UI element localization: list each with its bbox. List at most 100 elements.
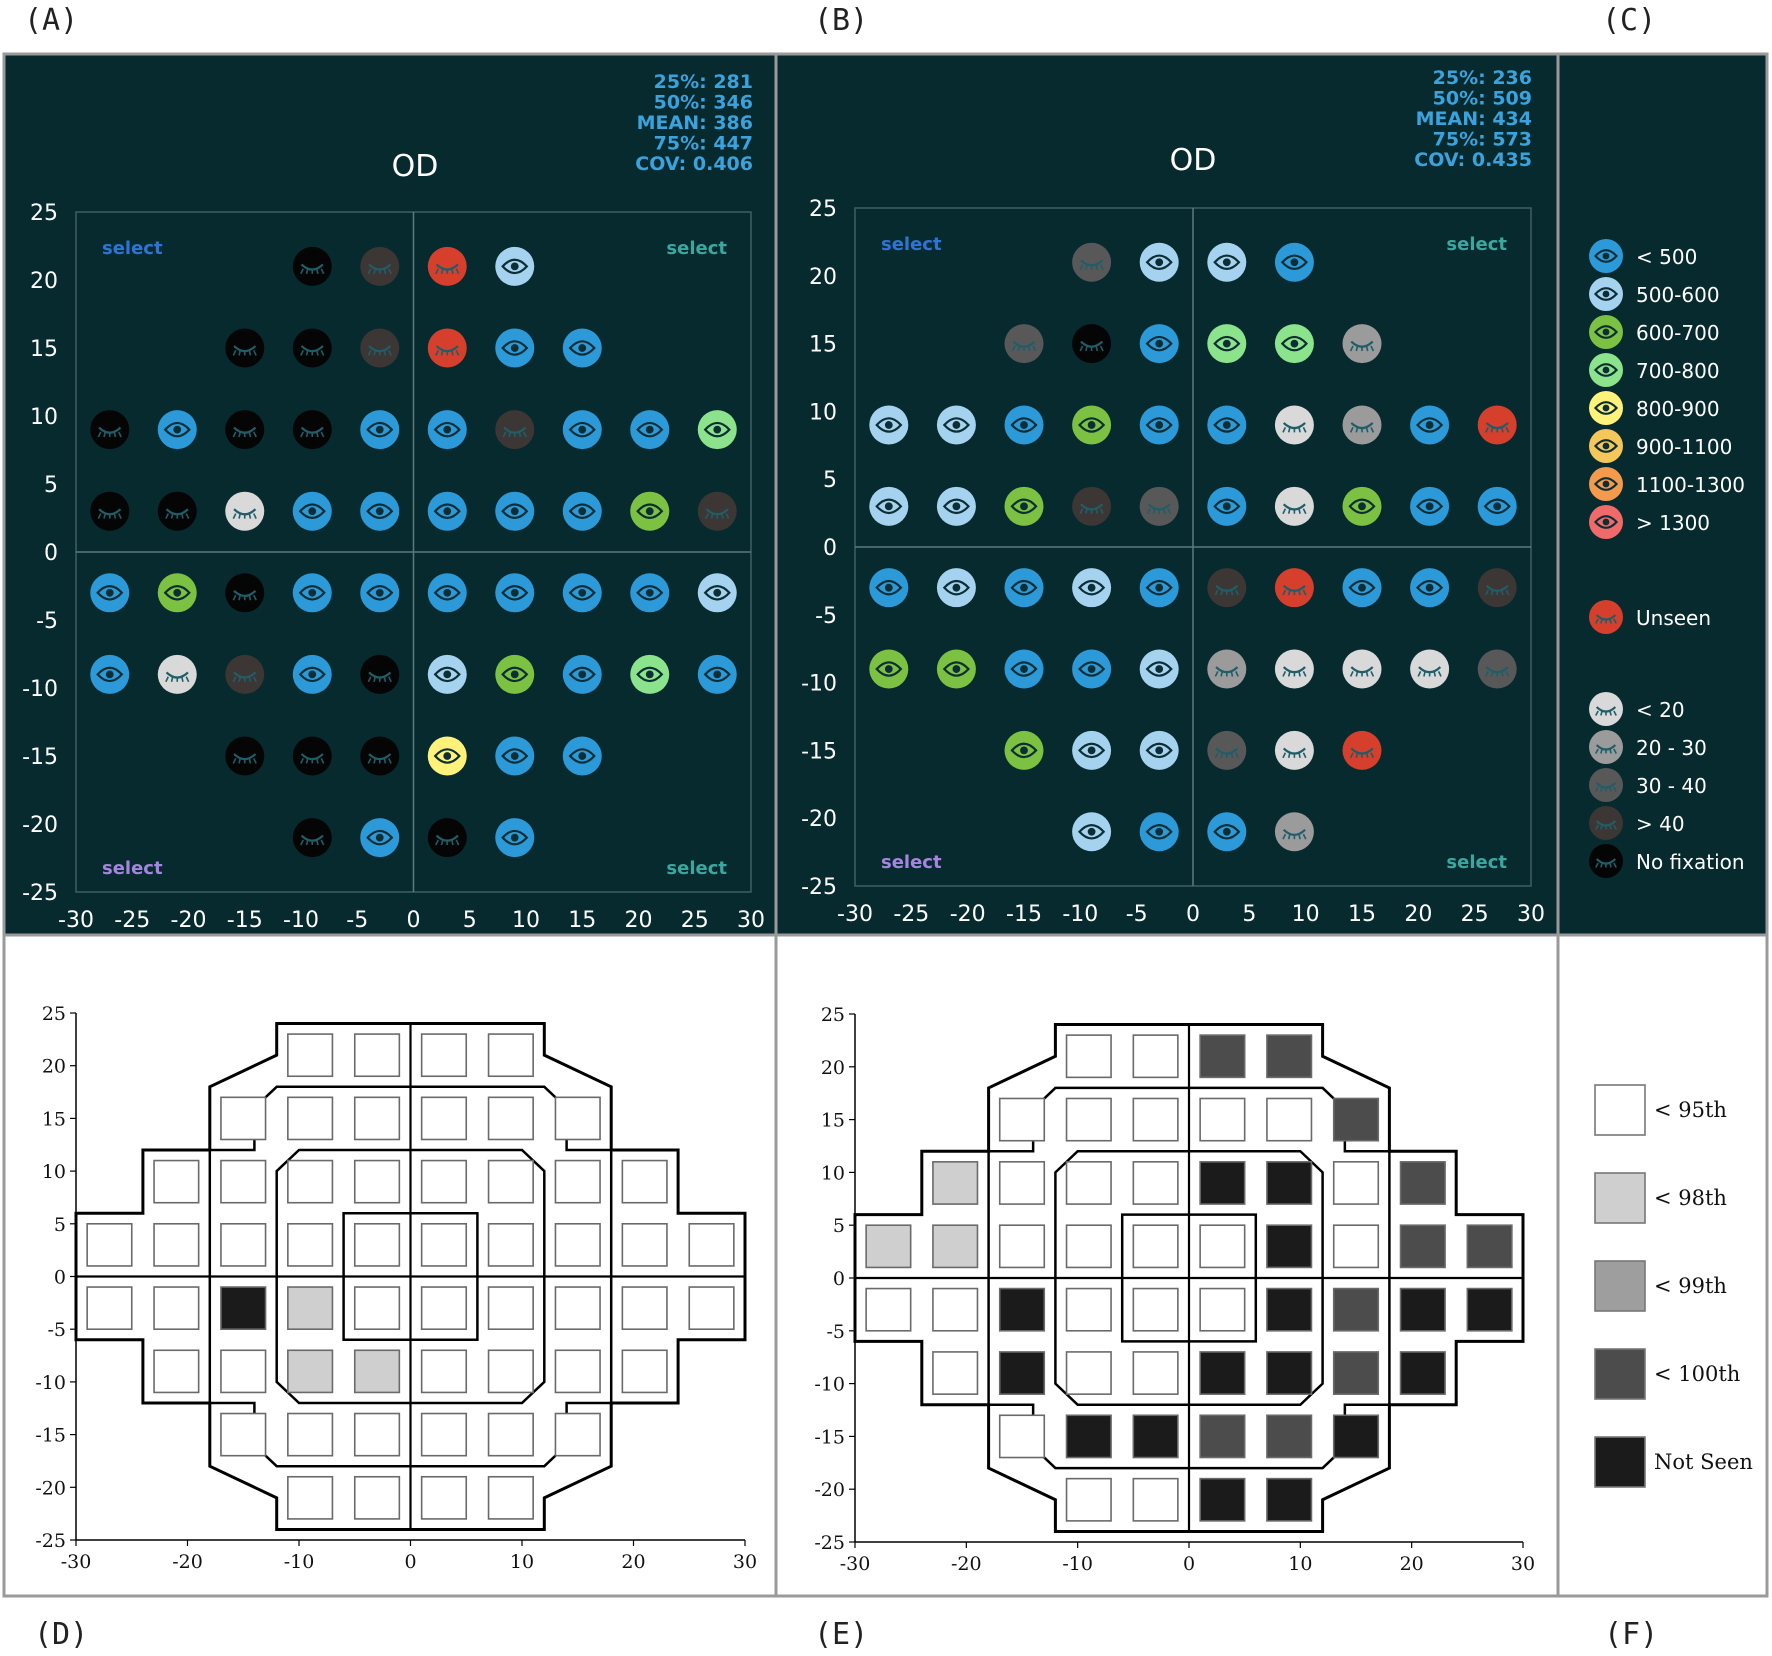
eyelash-icon: [388, 349, 392, 356]
eyelash-icon: [1011, 345, 1016, 352]
x-tick-label: -10: [1062, 1553, 1093, 1575]
pupil-icon: [578, 752, 587, 760]
test-point: [495, 491, 535, 531]
eyelash-icon: [450, 839, 454, 846]
pupil-icon: [510, 752, 519, 760]
eyelash-icon: [253, 513, 257, 519]
pupil-icon: [1358, 583, 1366, 592]
test-point: [1477, 405, 1517, 445]
select-button-top-left[interactable]: select: [881, 234, 942, 255]
pupil-icon: [645, 425, 654, 434]
test-point: [1072, 486, 1112, 526]
legend-label: > 1300: [1636, 511, 1710, 535]
y-tick-label: -5: [815, 604, 837, 629]
y-tick-label: -20: [35, 1477, 66, 1499]
grid-cell: [287, 1286, 334, 1331]
eyelash-icon: [238, 594, 242, 601]
eye-icon: [875, 661, 903, 677]
legend-swatch: [1594, 1260, 1646, 1312]
test-point: [360, 410, 400, 450]
eye-icon: [942, 661, 970, 677]
test-point: [157, 410, 197, 450]
closed-eye-marker: [1274, 486, 1314, 526]
pupil-icon: [884, 502, 893, 511]
grid-cell: [1199, 1224, 1246, 1269]
grid-cell: [688, 1286, 735, 1331]
eye-icon: [1593, 477, 1619, 491]
closed-eye-marker: [1342, 405, 1382, 445]
eyelash-icon: [1370, 671, 1375, 677]
closed-eye-marker: [1274, 568, 1314, 608]
eyelash-icon: [1214, 671, 1219, 677]
y-tick-label: -15: [801, 739, 837, 764]
test-point: [360, 818, 400, 858]
eyelash-icon: [1500, 589, 1504, 596]
select-button-bottom-right[interactable]: select: [666, 858, 727, 879]
eye-icon: [1280, 254, 1308, 270]
grid-cell: [554, 1286, 601, 1331]
pupil-icon: [578, 588, 587, 597]
select-button-bottom-left[interactable]: select: [881, 852, 942, 873]
panel-label-b: (B): [814, 3, 868, 38]
eyelash-icon: [1095, 345, 1099, 352]
test-point: [90, 573, 130, 613]
grid-cell: [287, 1159, 334, 1204]
eyelash-icon: [373, 676, 377, 682]
legend-item: 500-600: [1589, 277, 1720, 311]
grid-cell: [1399, 1351, 1446, 1395]
grid-cell: [998, 1351, 1046, 1395]
eyelash-icon: [1298, 752, 1301, 758]
eyelash-icon: [435, 349, 439, 356]
test-point: [1342, 649, 1382, 689]
grid-cell: [353, 1033, 401, 1078]
select-button-top-right[interactable]: select: [1446, 234, 1507, 255]
x-tick-label: 0: [1183, 1553, 1195, 1575]
eye-icon: [433, 585, 461, 601]
test-point: [360, 736, 400, 776]
eye-icon: [1483, 498, 1511, 515]
x-tick-label: 30: [1517, 902, 1545, 927]
pupil-icon: [578, 507, 587, 516]
eye-icon: [1593, 325, 1619, 339]
y-tick-label: -20: [22, 813, 58, 838]
eyelash-icon: [1613, 748, 1617, 754]
select-button-bottom-right[interactable]: select: [1446, 852, 1507, 873]
select-button-top-left[interactable]: select: [102, 238, 163, 259]
legend-label: 30 - 40: [1636, 774, 1707, 798]
test-point: [630, 573, 670, 613]
eye-icon: [1593, 287, 1619, 301]
legend-item: < 20: [1589, 692, 1685, 726]
grid-cell: [487, 1223, 534, 1267]
legend-label: Unseen: [1636, 606, 1711, 630]
grid-cell: [287, 1412, 334, 1457]
x-tick-label: -20: [951, 1553, 982, 1575]
grid-cell: [554, 1223, 601, 1267]
eyelash-icon: [1365, 427, 1369, 433]
test-point: [697, 573, 737, 613]
eyelash-icon: [450, 350, 454, 356]
eyelash-icon: [1099, 345, 1104, 352]
grid-cell: [1199, 1097, 1246, 1142]
test-point: [936, 649, 976, 689]
grid-cell: [153, 1223, 200, 1267]
eye-icon: [1010, 742, 1038, 759]
grid-cell: [487, 1286, 534, 1331]
eyelash-icon: [1613, 786, 1617, 792]
closed-eye-marker: [225, 491, 265, 531]
eyelash-icon: [440, 350, 444, 356]
pupil-icon: [375, 425, 384, 434]
test-point: [1072, 324, 1112, 364]
select-button-bottom-left[interactable]: select: [102, 858, 163, 879]
select-button-top-right[interactable]: select: [666, 238, 727, 259]
test-point: [697, 654, 737, 694]
eye-icon: [703, 585, 731, 601]
eyelash-icon: [1609, 862, 1612, 868]
pupil-icon: [578, 425, 587, 434]
eyelash-icon: [367, 268, 372, 275]
test-point: [1342, 324, 1382, 364]
test-point: [1139, 568, 1179, 608]
eyelash-icon: [518, 431, 522, 438]
test-point: [1004, 405, 1044, 445]
eyelash-icon: [450, 268, 454, 274]
x-tick-label: -20: [172, 1551, 203, 1573]
